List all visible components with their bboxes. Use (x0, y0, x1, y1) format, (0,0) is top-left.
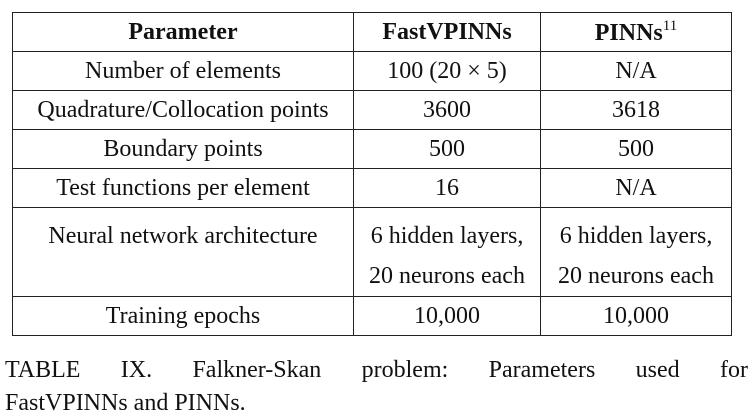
cell-fastvpinns-line1: 6 hidden layers, (370, 223, 524, 249)
header-pinns-reference: 11 (662, 18, 678, 34)
caption-line-1: TABLE IX. Falkner-Skan problem: Paramete… (5, 357, 748, 383)
cell-parameter: Number of elements (12, 51, 354, 91)
cell-parameter: Boundary points (12, 129, 354, 169)
cell-pinns: 3618 (540, 90, 732, 130)
header-pinns: PINNs11 (540, 12, 732, 52)
cell-pinns: N/A (540, 51, 732, 91)
cell-parameter: Test functions per element (12, 168, 354, 208)
table-row: Boundary points 500 500 (12, 129, 732, 169)
parameters-table-container: Parameter FastVPINNs PINNs11 Number of e… (12, 12, 732, 336)
cell-fastvpinns: 16 (353, 168, 541, 208)
cell-fastvpinns: 6 hidden layers, 20 neurons each (353, 207, 541, 297)
cell-fastvpinns: 3600 (353, 90, 541, 130)
cell-fastvpinns: 100 (20 × 5) (353, 51, 541, 91)
cell-parameter: Neural network architecture (12, 207, 354, 297)
cell-pinns: 500 (540, 129, 732, 169)
table-row: Number of elements 100 (20 × 5) N/A (12, 51, 732, 91)
parameters-table: Parameter FastVPINNs PINNs11 Number of e… (12, 12, 732, 336)
table-row: Training epochs 10,000 10,000 (12, 296, 732, 336)
cell-pinns: 10,000 (540, 296, 732, 336)
cell-pinns: N/A (540, 168, 732, 208)
caption-line-2: FastVPINNs and PINNs. (5, 390, 246, 416)
cell-parameter: Training epochs (12, 296, 354, 336)
table-header-row: Parameter FastVPINNs PINNs11 (12, 12, 732, 52)
header-pinns-label: PINNs (594, 20, 663, 46)
cell-pinns-line1: 6 hidden layers, (559, 223, 713, 249)
cell-pinns: 6 hidden layers, 20 neurons each (540, 207, 732, 297)
table-row: Quadrature/Collocation points 3600 3618 (12, 90, 732, 130)
header-fastvpinns: FastVPINNs (353, 12, 541, 52)
cell-parameter: Quadrature/Collocation points (12, 90, 354, 130)
cell-pinns-line2: 20 neurons each (558, 263, 714, 289)
table-row: Neural network architecture 6 hidden lay… (12, 207, 732, 297)
table-row: Test functions per element 16 N/A (12, 168, 732, 208)
cell-fastvpinns: 500 (353, 129, 541, 169)
header-parameter: Parameter (12, 12, 354, 52)
table-caption: TABLE IX. Falkner-Skan problem: Paramete… (5, 354, 748, 420)
cell-fastvpinns-line2: 20 neurons each (369, 263, 525, 289)
cell-fastvpinns: 10,000 (353, 296, 541, 336)
